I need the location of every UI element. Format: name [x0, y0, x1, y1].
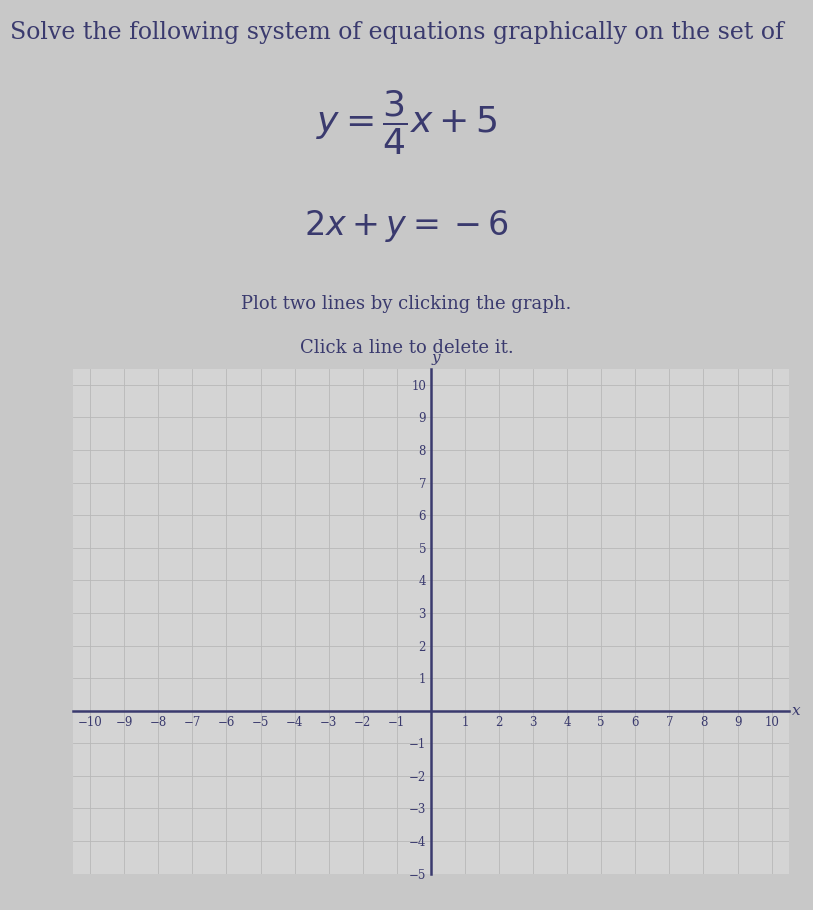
- Text: Click a line to delete it.: Click a line to delete it.: [300, 339, 513, 357]
- Text: $2x + y = -6$: $2x + y = -6$: [304, 208, 509, 244]
- Text: Plot two lines by clicking the graph.: Plot two lines by clicking the graph.: [241, 295, 572, 312]
- Text: y: y: [432, 351, 441, 365]
- Text: x: x: [792, 703, 801, 718]
- Text: $y = \dfrac{3}{4}x + 5$: $y = \dfrac{3}{4}x + 5$: [315, 89, 498, 157]
- Text: Solve the following system of equations graphically on the set of: Solve the following system of equations …: [10, 21, 784, 44]
